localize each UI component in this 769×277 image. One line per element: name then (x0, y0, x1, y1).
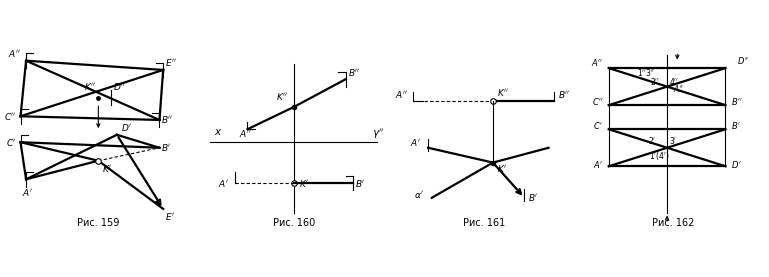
Text: $3'$: $3'$ (669, 135, 677, 146)
Text: $D'$: $D'$ (731, 159, 741, 170)
Text: $1''3''$: $1''3''$ (638, 66, 655, 78)
Text: $D''$: $D''$ (737, 55, 749, 66)
Text: $E''$: $E''$ (165, 57, 177, 68)
Text: $2''$: $2''$ (650, 76, 660, 87)
Text: $A''$: $A''$ (8, 48, 21, 59)
Text: $E'$: $E'$ (165, 211, 175, 222)
Text: $B'$: $B'$ (161, 142, 171, 153)
Text: $A'$: $A'$ (593, 159, 603, 170)
Text: $D'$: $D'$ (121, 122, 131, 133)
Text: $K'$: $K'$ (497, 163, 507, 174)
Text: $K''$: $K''$ (276, 91, 288, 102)
Text: $x$: $x$ (214, 127, 222, 137)
Text: $B''$: $B''$ (161, 114, 174, 125)
Text: Рис. 162: Рис. 162 (652, 217, 694, 228)
Text: $K'$: $K'$ (102, 163, 112, 174)
Text: $A''$: $A''$ (239, 128, 252, 139)
Text: $2'$: $2'$ (647, 135, 656, 146)
Text: $B'$: $B'$ (731, 120, 741, 131)
Text: $D''$: $D''$ (113, 81, 126, 92)
Text: $\gamma''$: $\gamma''$ (371, 126, 384, 141)
Text: $C''$: $C''$ (591, 96, 603, 107)
Text: Рис. 160: Рис. 160 (273, 217, 315, 228)
Text: $K''$: $K''$ (85, 81, 96, 92)
Text: $A''$: $A''$ (395, 89, 408, 100)
Text: $A''$: $A''$ (673, 83, 684, 94)
Text: $C''$: $C''$ (5, 111, 17, 122)
Text: $1'(4')$: $1'(4')$ (649, 150, 670, 162)
Text: $B'$: $B'$ (528, 193, 538, 204)
Text: $A'$: $A'$ (410, 137, 421, 148)
Text: $C'$: $C'$ (6, 137, 17, 148)
Text: $4''$: $4''$ (669, 76, 679, 87)
Text: $B''$: $B''$ (558, 89, 570, 100)
Text: $A'$: $A'$ (218, 178, 229, 189)
Text: $K''$: $K''$ (497, 87, 508, 98)
Text: Рис. 161: Рис. 161 (463, 217, 504, 228)
Text: $K'$: $K'$ (299, 178, 310, 189)
Text: $B''$: $B''$ (731, 96, 743, 107)
Text: $B'$: $B'$ (355, 178, 365, 189)
Text: $A'$: $A'$ (22, 187, 33, 198)
Text: $C'$: $C'$ (593, 120, 603, 131)
Text: $\alpha'$: $\alpha'$ (414, 189, 424, 200)
Text: $A''$: $A''$ (591, 57, 603, 68)
Text: $B''$: $B''$ (348, 66, 360, 78)
Text: Рис. 159: Рис. 159 (77, 217, 119, 228)
